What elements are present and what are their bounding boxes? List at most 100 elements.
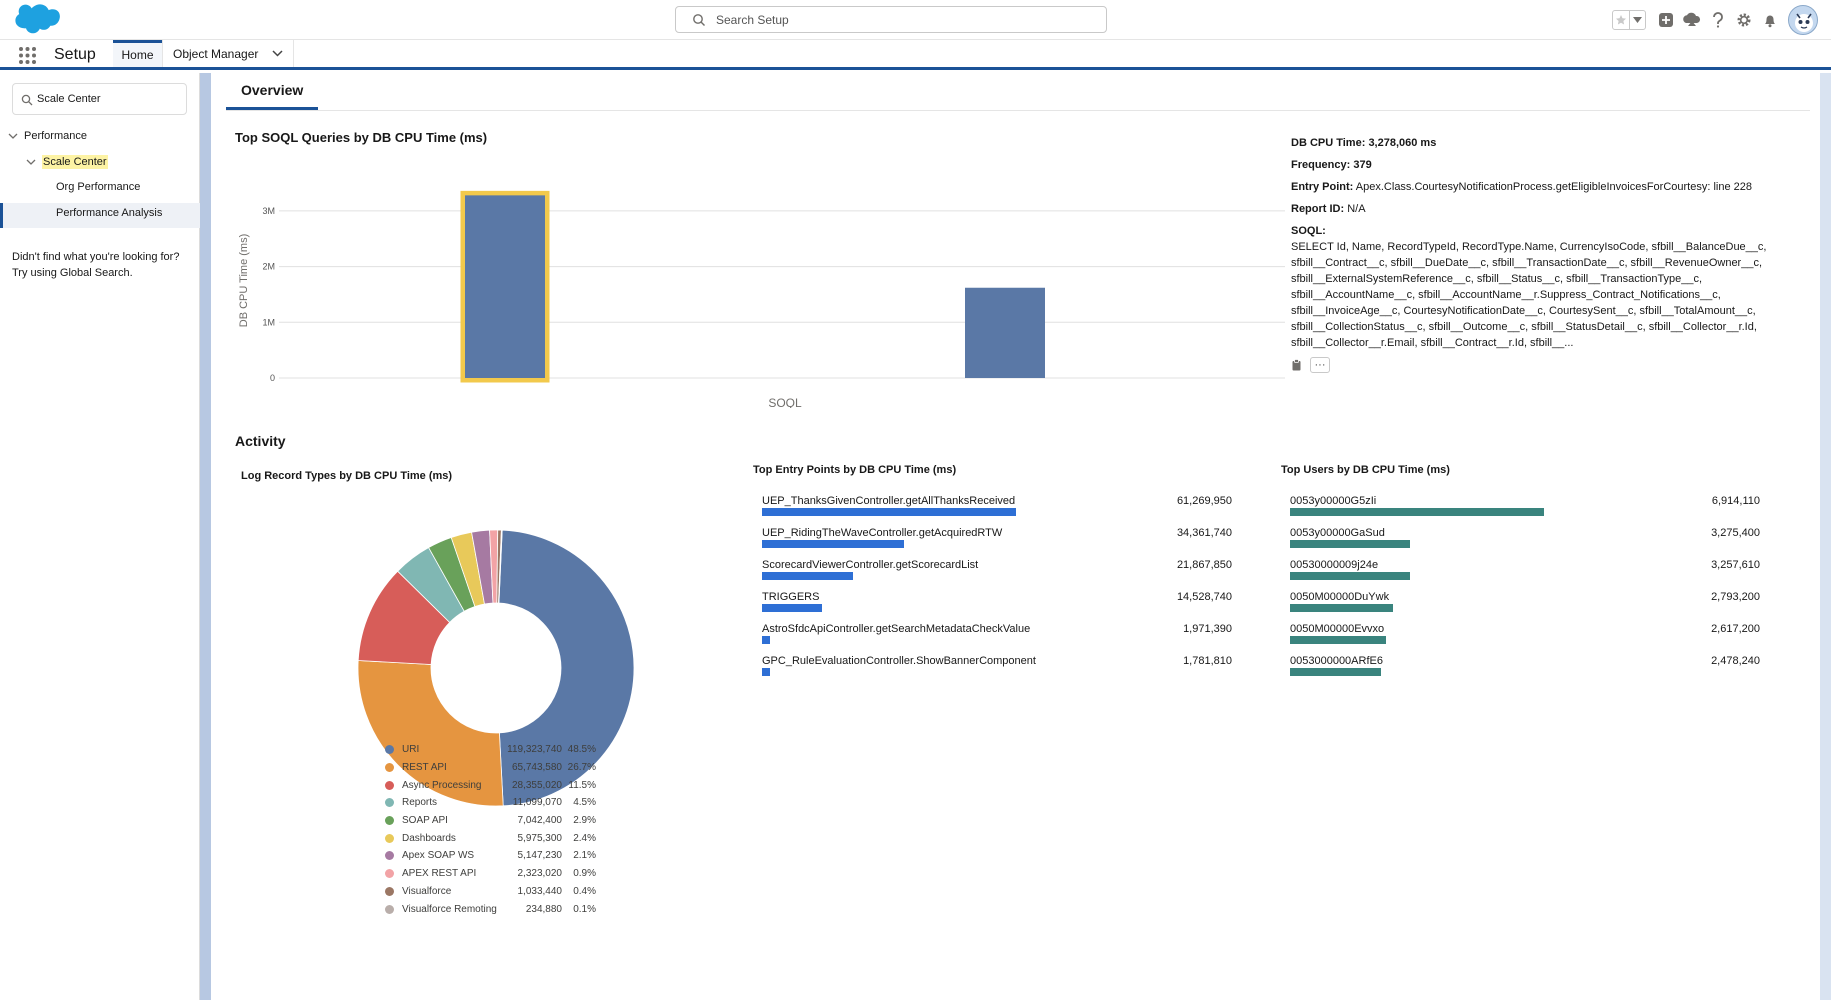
bar-list-row[interactable]: TRIGGERS 14,528,740 [762,591,1232,623]
legend-value: 234,880 [525,903,562,915]
bar-list-row[interactable]: 0053y00000GaSud 3,275,400 [1290,527,1760,559]
bar-list-value: 21,867,850 [1176,559,1232,571]
tree-item-performance-analysis[interactable]: Performance Analysis [56,207,162,219]
detail-cpu-label: DB CPU Time: [1291,137,1366,149]
legend-item[interactable]: Reports 11,099,070 4.5% [385,794,625,812]
legend-percent: 0.9% [573,868,596,880]
salesforce-logo[interactable] [12,4,60,36]
quick-find[interactable] [12,83,187,115]
legend-percent: 26.7% [567,762,596,774]
legend-item[interactable]: SOAP API 7,042,400 2.9% [385,812,625,830]
bar-list-row[interactable]: 0050M00000DuYwk 2,793,200 [1290,591,1760,623]
detail-soql-row: SOQL: SELECT Id, Name, RecordTypeId, Rec… [1291,225,1771,351]
tab-overview-label: Overview [241,82,304,98]
legend-label: Dashboards [402,832,456,844]
donut-slice [498,529,635,807]
legend-item[interactable]: Async Processing 28,355,020 11.5% [385,776,625,794]
global-search[interactable] [675,6,1107,33]
tree-item-scale-center[interactable]: Scale Center [26,155,108,169]
legend-value: 11,099,070 [512,797,562,809]
bar-list-bar [1290,540,1411,548]
bar-list-bar [762,540,905,548]
favorites-star-icon[interactable] [1613,11,1629,29]
bar-list-value: 1,781,810 [1183,655,1232,667]
legend-item[interactable]: Visualforce 1,033,440 0.4% [385,883,625,901]
legend-item[interactable]: Apex SOAP WS 5,147,230 2.1% [385,847,625,865]
soql-chart-title: Top SOQL Queries by DB CPU Time (ms) [235,130,488,145]
tree-item-org-performance-label: Org Performance [56,181,141,193]
bar-list-row[interactable]: UEP_ThanksGivenController.getAllThanksRe… [762,495,1232,527]
favorites-dropdown-icon[interactable] [1629,11,1645,29]
bar-list-row[interactable]: ScorecardViewerController.getScorecardLi… [762,559,1232,591]
bar-list-row[interactable]: AstroSfdcApiController.getSearchMetadata… [762,623,1232,655]
legend-item[interactable]: REST API 65,743,580 26.7% [385,759,625,777]
y-tick-label: 2M [262,262,275,272]
bar-list-row[interactable]: GPC_RuleEvaluationController.ShowBannerC… [762,655,1232,687]
bell-icon[interactable] [1760,10,1780,30]
legend-item[interactable]: URI 119,323,740 48.5% [385,741,625,759]
detail-soql-label: SOQL: [1291,225,1326,237]
bar-list-label: 0053y00000G5zIi [1290,495,1377,507]
chevron-down-icon[interactable] [8,131,18,141]
detail-report-label: Report ID: [1291,203,1345,215]
users-title: Top Users by DB CPU Time (ms) [1281,464,1450,476]
selected-bar-highlight [460,190,550,383]
donut-legend: URI 119,323,740 48.5% REST API 65,743,580 26.… [385,741,625,918]
trailhead-icon[interactable] [1682,10,1702,30]
bar-list-value: 1,971,390 [1183,623,1232,635]
legend-label: SOAP API [402,815,448,827]
donut-slice [498,529,503,604]
quick-find-input[interactable] [37,91,182,107]
bar-list-row[interactable]: 00530000009j24e 3,257,610 [1290,559,1760,591]
legend-percent: 2.4% [573,832,596,844]
bar-list-bar [1290,508,1544,516]
bar-list-bar [1290,668,1382,676]
legend-item[interactable]: APEX REST API 2,323,020 0.9% [385,865,625,883]
bar-list-label: TRIGGERS [762,591,820,603]
soql-bar [465,195,545,378]
legend-item[interactable]: Visualforce Remoting 234,880 0.1% [385,900,625,918]
gear-icon[interactable] [1734,10,1754,30]
setup-sidebar: Performance Scale Center Org Performance… [0,73,200,1000]
bar-list-value: 61,269,950 [1176,495,1232,507]
legend-item[interactable]: Dashboards 5,975,300 2.4% [385,829,625,847]
users-bar-list: 0053y00000G5zIi 6,914,110 0053y00000GaSud 3… [1290,495,1760,687]
bar-list-row[interactable]: 0050M00000Evvxo 2,617,200 [1290,623,1760,655]
more-actions-button[interactable]: ··· [1310,357,1330,373]
legend-value: 65,743,580 [511,762,562,774]
detail-entry-row: Entry Point: Apex.Class.CourtesyNotifica… [1291,181,1771,193]
header-icons [1612,8,1780,32]
chevron-down-icon[interactable] [272,50,283,57]
user-avatar[interactable] [1788,5,1818,35]
tab-overview[interactable]: Overview [226,73,319,110]
tree-item-performance[interactable]: Performance [8,130,87,142]
bar-list-row[interactable]: 0053y00000G5zIi 6,914,110 [1290,495,1760,527]
legend-label: Visualforce [402,885,452,897]
copy-icon[interactable] [1291,359,1302,371]
app-launcher-icon[interactable] [18,46,37,65]
bar-list-row[interactable]: 0053000000ARfE6 2,478,240 [1290,655,1760,687]
bar-list-label: 00530000009j24e [1290,559,1379,571]
bar-list-label: UEP_ThanksGivenController.getAllThanksRe… [762,495,1016,507]
tree-item-scale-center-label: Scale Center [42,155,108,169]
bar-list-bar [762,508,1016,516]
tab-object-manager[interactable]: Object Manager [162,40,295,67]
tree-item-org-performance[interactable]: Org Performance [56,181,140,193]
detail-frequency-value: 379 [1353,159,1372,171]
bar-list-row[interactable]: UEP_RidingTheWaveController.getAcquiredR… [762,527,1232,559]
legend-swatch [385,816,394,826]
tab-home[interactable]: Home [113,40,162,67]
help-icon[interactable] [1708,10,1728,30]
legend-label: Apex SOAP WS [402,850,475,862]
detail-frequency-row: Frequency: 379 [1291,159,1771,171]
global-search-input[interactable] [716,11,1096,29]
add-icon[interactable] [1656,10,1676,30]
legend-swatch [385,886,394,896]
bar-list-value: 6,914,110 [1711,495,1760,507]
chevron-down-icon[interactable] [26,157,36,167]
detail-cpu-value: 3,278,060 ms [1368,137,1437,149]
legend-label: URI [402,744,420,756]
donut-slice [357,660,504,807]
tree-item-performance-label: Performance [24,130,87,142]
detail-cpu-row: DB CPU Time: 3,278,060 ms [1291,137,1771,149]
